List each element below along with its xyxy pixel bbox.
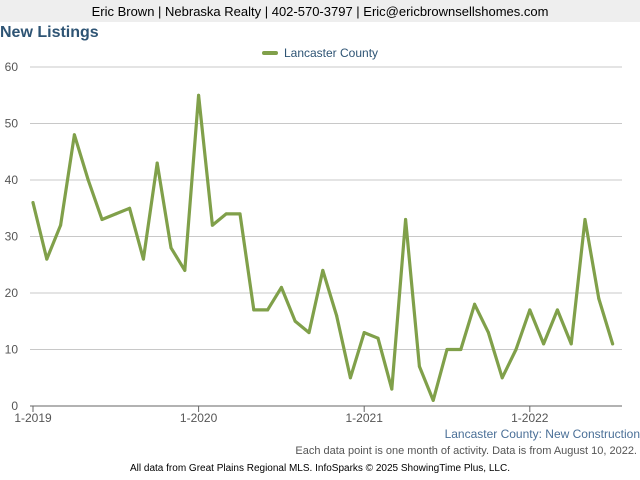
data-point (45, 257, 49, 261)
data-point (500, 376, 504, 380)
data-point (390, 387, 394, 391)
y-tick-label: 60 (5, 60, 19, 74)
data-point (307, 331, 311, 335)
data-point (31, 201, 35, 205)
data-point (376, 336, 380, 340)
data-note: Each data point is one month of activity… (295, 445, 637, 457)
data-point (252, 308, 256, 312)
series-line-lancaster-county (31, 93, 615, 402)
data-point (486, 331, 490, 335)
x-tick-label: 1-2019 (14, 411, 52, 425)
y-tick-label: 40 (5, 173, 19, 187)
data-point (459, 348, 463, 351)
data-point (279, 285, 283, 289)
data-point (542, 342, 546, 346)
data-point (155, 161, 159, 165)
x-tick-label: 1-2020 (180, 411, 218, 425)
chart-title: New Listings (0, 24, 99, 41)
data-point (583, 218, 587, 222)
data-point (293, 319, 297, 323)
chart-legend[interactable]: Lancaster County (0, 45, 640, 61)
data-point (362, 331, 366, 335)
y-tick-label: 10 (5, 343, 19, 357)
legend-label: Lancaster County (283, 46, 379, 60)
data-point (100, 218, 104, 222)
data-point (169, 246, 173, 250)
data-credits: All data from Great Plains Regional MLS.… (130, 463, 510, 474)
data-point (555, 308, 559, 312)
data-point (141, 257, 145, 261)
data-point (72, 133, 76, 137)
y-tick-label: 50 (5, 117, 19, 131)
contact-line: Eric Brown | Nebraska Realty | 402-570-3… (91, 3, 549, 19)
data-point (114, 212, 118, 216)
data-point (128, 206, 132, 210)
x-tick-label: 1-2022 (511, 411, 549, 425)
x-tick-label: 1-2021 (346, 411, 384, 425)
data-point (514, 348, 518, 351)
data-point (473, 302, 477, 306)
data-point (266, 308, 270, 312)
data-point (335, 314, 339, 318)
data-point (224, 212, 228, 216)
y-tick-label: 0 (11, 399, 18, 413)
legend-swatch (261, 51, 278, 55)
data-point (210, 223, 214, 227)
data-point (417, 364, 421, 368)
data-point (528, 308, 532, 312)
data-point (611, 342, 615, 346)
data-point (183, 268, 187, 272)
data-point (59, 223, 63, 227)
data-point (321, 268, 325, 272)
y-tick-label: 30 (5, 230, 19, 244)
data-point (404, 218, 408, 222)
data-point (86, 178, 90, 182)
data-point (445, 348, 449, 351)
data-point (597, 297, 601, 301)
data-point (238, 212, 242, 216)
contact-header: Eric Brown | Nebraska Realty | 402-570-3… (0, 0, 640, 22)
data-point (348, 376, 352, 380)
data-point (431, 398, 435, 402)
y-tick-label: 20 (5, 286, 19, 300)
data-point (197, 93, 201, 97)
series-caption: Lancaster County: New Construction (444, 427, 640, 441)
data-point (569, 342, 573, 346)
